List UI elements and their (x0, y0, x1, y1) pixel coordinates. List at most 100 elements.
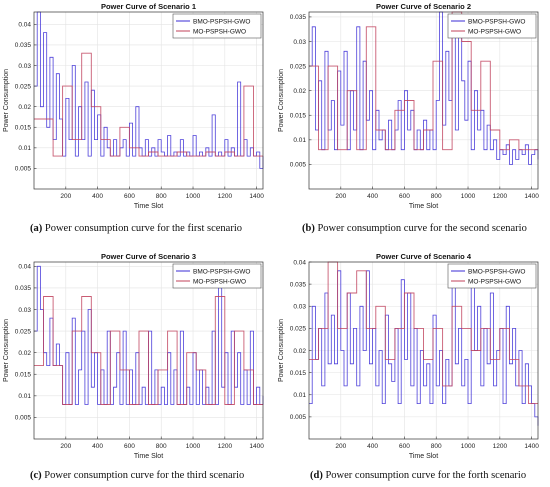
x-tick-label: 1200 (493, 193, 508, 200)
chart-scenario-4: 200 400 600 800 1000 1200 1400 0.005 0.01 0.015 0.… (278, 252, 539, 460)
x-tick-label: 1200 (218, 443, 233, 450)
x-tick-label: 1000 (186, 443, 201, 450)
chart-title: Power Curve of Scenario 1 (101, 2, 196, 11)
series-line-mo (309, 11, 538, 151)
legend: BMO-PSPSH-GWO MO-PSPSH-GWO (172, 13, 262, 39)
x-tick-label: 1200 (493, 443, 508, 450)
y-axis-label: Power Consumption (278, 69, 285, 132)
x-tick-label: 800 (431, 193, 442, 200)
y-tick-label: 0.025 (290, 63, 307, 70)
y-tick-label: 0.035 (15, 42, 32, 49)
caption-a-label: (a) (30, 223, 43, 234)
x-axis-label: Time Slot (409, 453, 438, 460)
caption-c-text: Power consumption curve for the third sc… (41, 470, 245, 481)
chart-title: Power Curve of Scenario 2 (376, 2, 471, 11)
y-tick-label: 0.04 (18, 264, 31, 271)
legend-label: MO-PSPSH-GWO (193, 278, 246, 285)
x-axis-label: Time Slot (134, 203, 163, 210)
y-tick-label: 0.02 (293, 348, 306, 355)
y-tick-label: 0.005 (290, 414, 307, 421)
legend-box (172, 13, 262, 39)
x-tick-label: 800 (156, 193, 167, 200)
y-tick-label: 0.04 (18, 22, 31, 29)
chart-scenario-2: 200 400 600 800 1000 1200 1400 0.005 0.01 0.015 0.… (278, 2, 539, 210)
y-tick-label: 0.015 (290, 370, 307, 377)
plot-area (309, 12, 538, 189)
x-tick-label: 800 (431, 443, 442, 450)
y-tick-label: 0.005 (15, 415, 32, 422)
caption-b-text: Power consumption curve for the second s… (314, 223, 527, 234)
caption-d-text: Power consumption curve for the forth sc… (322, 470, 527, 481)
x-tick-label: 600 (399, 193, 410, 200)
y-tick-label: 0.02 (293, 88, 306, 95)
x-tick-label: 600 (124, 193, 135, 200)
y-tick-label: 0.04 (293, 259, 306, 266)
y-tick-label: 0.015 (15, 372, 32, 379)
legend: BMO-PSPSH-GWO MO-PSPSH-GWO (447, 13, 537, 39)
x-tick-label: 1400 (524, 193, 539, 200)
x-tick-label: 200 (335, 193, 346, 200)
x-tick-label: 1400 (249, 443, 264, 450)
y-tick-label: 0.01 (293, 392, 306, 399)
series-line-mo (34, 52, 263, 157)
x-tick-label: 400 (367, 443, 378, 450)
plot-area (34, 12, 263, 189)
legend-label: BMO-PSPSH-GWO (468, 18, 525, 25)
caption-a: (a) Power consumption curve for the firs… (30, 223, 242, 234)
y-tick-label: 0.005 (290, 162, 307, 169)
series-line-mo (309, 261, 538, 405)
chart-panel-4: 200 400 600 800 1000 1200 1400 0.005 0.01 0.015 0.… (275, 250, 550, 472)
x-tick-label: 600 (399, 443, 410, 450)
chart-panel-2: 200 400 600 800 1000 1200 1400 0.005 0.01 0.015 0.… (275, 0, 550, 222)
x-tick-label: 1000 (186, 193, 201, 200)
y-tick-label: 0.02 (18, 104, 31, 111)
x-tick-label: 1400 (249, 193, 264, 200)
x-axis-label: Time Slot (134, 453, 163, 460)
x-tick-label: 1000 (461, 443, 476, 450)
caption-b: (b) Power consumption curve for the seco… (302, 223, 527, 234)
y-tick-label: 0.01 (18, 145, 31, 152)
y-tick-label: 0.01 (293, 137, 306, 144)
x-tick-label: 200 (335, 443, 346, 450)
y-tick-label: 0.015 (290, 113, 307, 120)
legend-label: MO-PSPSH-GWO (468, 278, 521, 285)
legend-box (447, 263, 537, 289)
x-tick-label: 1000 (461, 193, 476, 200)
legend-label: MO-PSPSH-GWO (193, 28, 246, 35)
caption-c: (c) Power consumption curve for the thir… (30, 470, 244, 481)
x-tick-label: 1400 (524, 443, 539, 450)
chart-scenario-3: 200 400 600 800 1000 1200 1400 0.005 0.01 0.015 0.… (3, 252, 264, 460)
legend-box (447, 13, 537, 39)
x-tick-label: 800 (156, 443, 167, 450)
legend: BMO-PSPSH-GWO MO-PSPSH-GWO (172, 263, 262, 289)
x-tick-label: 400 (367, 193, 378, 200)
chart-title: Power Curve of Scenario 4 (376, 252, 472, 261)
x-tick-label: 600 (124, 443, 135, 450)
y-tick-label: 0.03 (18, 63, 31, 70)
y-tick-label: 0.01 (18, 393, 31, 400)
x-tick-label: 400 (92, 443, 103, 450)
caption-d: (d) Power consumption curve for the fort… (310, 470, 526, 481)
legend-label: MO-PSPSH-GWO (468, 28, 521, 35)
y-tick-label: 0.025 (290, 326, 307, 333)
y-tick-label: 0.025 (15, 83, 32, 90)
y-tick-label: 0.025 (15, 328, 32, 335)
y-tick-label: 0.035 (290, 14, 307, 21)
y-tick-label: 0.035 (15, 285, 32, 292)
x-tick-label: 200 (60, 193, 71, 200)
x-axis-label: Time Slot (409, 203, 438, 210)
legend-box (172, 263, 262, 289)
y-tick-label: 0.015 (15, 125, 32, 132)
chart-scenario-1: 200 400 600 800 1000 1200 1400 0.005 0.01 0.015 0.… (3, 2, 264, 210)
y-axis-label: Power Consumption (3, 319, 10, 382)
axes-box (33, 11, 264, 190)
y-tick-label: 0.035 (290, 281, 307, 288)
y-axis-label: Power Consumption (278, 319, 285, 382)
y-tick-label: 0.02 (18, 350, 31, 357)
series-line-mo (34, 296, 263, 405)
legend: BMO-PSPSH-GWO MO-PSPSH-GWO (447, 263, 537, 289)
legend-label: BMO-PSPSH-GWO (193, 268, 250, 275)
y-tick-label: 0.005 (15, 166, 32, 173)
caption-c-label: (c) (30, 470, 42, 481)
chart-panel-1: 200 400 600 800 1000 1200 1400 0.005 0.01 0.015 0.… (0, 0, 275, 222)
